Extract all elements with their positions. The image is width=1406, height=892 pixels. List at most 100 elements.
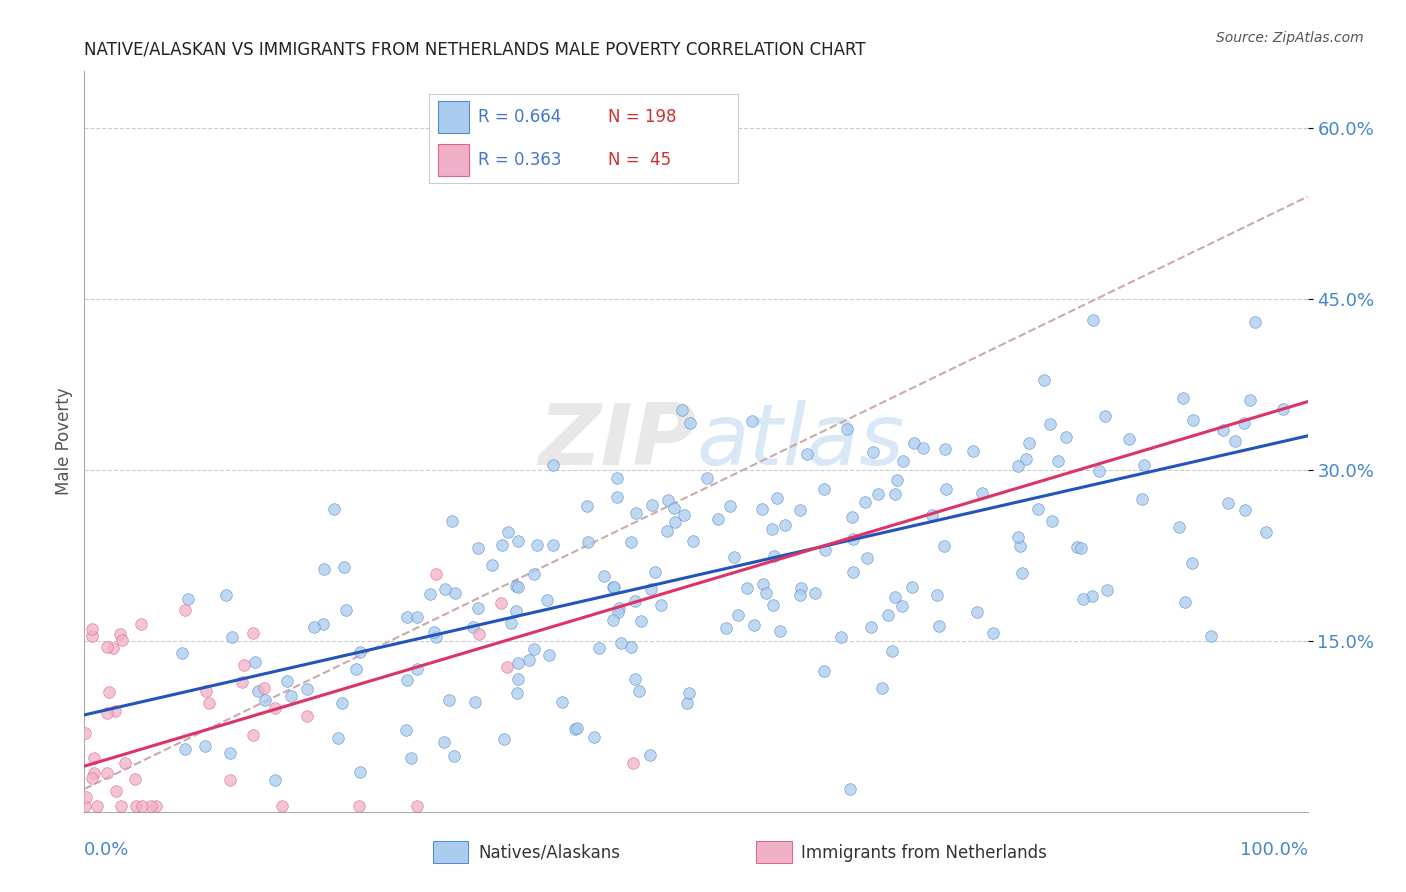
Point bbox=[678, 686, 700, 700]
Point bbox=[423, 624, 446, 639]
Point bbox=[425, 566, 447, 581]
Point bbox=[607, 605, 630, 619]
Point bbox=[233, 657, 256, 672]
Point bbox=[103, 640, 125, 655]
Point bbox=[903, 436, 925, 450]
Point bbox=[972, 486, 994, 500]
Point bbox=[1039, 417, 1062, 431]
Point bbox=[83, 751, 105, 765]
Point bbox=[219, 772, 242, 787]
Point bbox=[231, 674, 253, 689]
Point bbox=[1130, 491, 1153, 506]
Point bbox=[173, 742, 195, 756]
Point bbox=[264, 701, 287, 715]
Point bbox=[901, 580, 924, 594]
Point bbox=[1007, 459, 1029, 474]
Point bbox=[295, 709, 318, 723]
Point bbox=[606, 490, 628, 504]
Point bbox=[621, 756, 644, 771]
Point bbox=[467, 541, 489, 555]
Point bbox=[264, 773, 287, 788]
Point bbox=[886, 473, 908, 487]
Point bbox=[80, 629, 103, 643]
Point bbox=[602, 580, 624, 594]
Point bbox=[607, 601, 630, 615]
Point bbox=[508, 533, 530, 548]
Point bbox=[1081, 313, 1104, 327]
Text: 0.0%: 0.0% bbox=[84, 841, 129, 859]
Point bbox=[129, 616, 152, 631]
Point bbox=[707, 512, 730, 526]
Point bbox=[841, 565, 863, 579]
Text: N = 198: N = 198 bbox=[609, 108, 676, 126]
Point bbox=[326, 731, 349, 745]
Point bbox=[1173, 392, 1195, 406]
Point bbox=[576, 499, 599, 513]
Point bbox=[755, 586, 778, 600]
Point bbox=[1181, 413, 1204, 427]
Point bbox=[1026, 502, 1049, 516]
Point bbox=[664, 515, 686, 529]
Point bbox=[395, 723, 418, 738]
Point bbox=[399, 750, 422, 764]
Y-axis label: Male Poverty: Male Poverty bbox=[55, 388, 73, 495]
Point bbox=[439, 692, 461, 706]
Point bbox=[419, 587, 441, 601]
Point bbox=[1181, 556, 1204, 570]
Point bbox=[541, 538, 564, 552]
Point bbox=[124, 772, 146, 786]
Point bbox=[82, 623, 104, 637]
Point bbox=[75, 789, 97, 804]
Point bbox=[506, 686, 529, 700]
Point bbox=[655, 524, 678, 538]
Point bbox=[523, 641, 546, 656]
Point bbox=[177, 592, 200, 607]
Point bbox=[620, 640, 643, 655]
Point bbox=[332, 559, 354, 574]
Point bbox=[884, 487, 907, 501]
Point bbox=[1046, 454, 1069, 468]
Point bbox=[526, 538, 548, 552]
Point bbox=[433, 582, 456, 597]
Point bbox=[481, 558, 503, 573]
Point bbox=[330, 696, 353, 710]
Point bbox=[170, 646, 193, 660]
Point bbox=[1168, 520, 1191, 534]
Point bbox=[602, 613, 624, 627]
Point bbox=[814, 543, 837, 558]
Point bbox=[323, 502, 346, 516]
Point bbox=[304, 620, 326, 634]
Point bbox=[523, 566, 546, 581]
Point bbox=[813, 665, 835, 679]
Point bbox=[1132, 458, 1154, 472]
Point bbox=[1081, 590, 1104, 604]
Point bbox=[221, 630, 243, 644]
Point bbox=[82, 771, 104, 785]
Point bbox=[582, 730, 605, 744]
Point bbox=[347, 799, 370, 814]
Point bbox=[1018, 435, 1040, 450]
Point bbox=[538, 648, 561, 663]
Point bbox=[505, 604, 527, 618]
Point bbox=[1071, 592, 1094, 607]
Point bbox=[97, 685, 120, 699]
Point bbox=[73, 799, 96, 814]
Point bbox=[406, 662, 429, 676]
Point bbox=[623, 593, 645, 607]
Point bbox=[496, 525, 519, 540]
Point bbox=[1234, 503, 1257, 517]
Point bbox=[672, 508, 695, 522]
Point bbox=[194, 739, 217, 754]
Point bbox=[114, 756, 136, 771]
Point bbox=[253, 693, 276, 707]
Point bbox=[253, 681, 276, 696]
Point bbox=[344, 662, 367, 676]
Point bbox=[433, 735, 456, 749]
Point bbox=[536, 592, 558, 607]
Text: N =  45: N = 45 bbox=[609, 151, 671, 169]
Bar bbox=[439, 101, 470, 133]
Point bbox=[443, 586, 465, 600]
Point bbox=[349, 645, 371, 659]
Text: R = 0.363: R = 0.363 bbox=[478, 151, 562, 169]
Point bbox=[1007, 530, 1029, 544]
